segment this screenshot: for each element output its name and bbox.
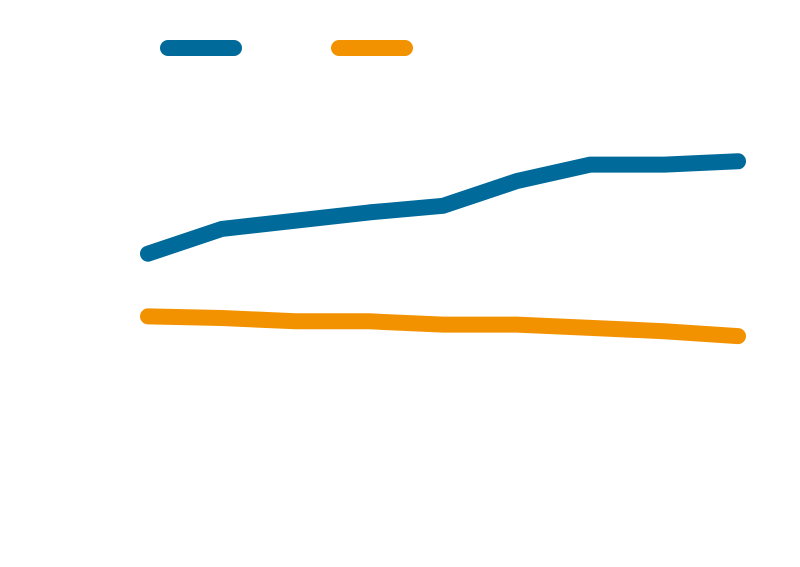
series-line-2 [140,308,746,345]
series-line-1 [140,153,746,262]
series-layer [140,153,746,345]
